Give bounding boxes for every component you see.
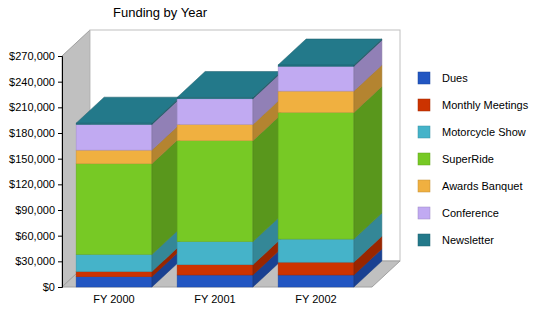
legend-item: SuperRide [418, 153, 494, 165]
legend-label: Newsletter [442, 234, 494, 246]
y-tick-mark [58, 133, 62, 134]
y-tick-mark [58, 261, 62, 262]
legend-label: Awards Banquet [442, 180, 523, 192]
y-tick: $150,000 [9, 153, 62, 165]
bar-segment [76, 254, 152, 271]
y-tick-mark [58, 210, 62, 211]
y-tick: $180,000 [9, 127, 62, 139]
bar-segment [177, 265, 253, 275]
bar-top [278, 39, 382, 65]
bar-stack [177, 71, 281, 287]
x-axis: FY 2000 FY 2001 FY 2002 [93, 293, 336, 305]
y-tick: $270,000 [9, 50, 62, 62]
y-tick-mark [58, 287, 62, 288]
y-tick-mark [58, 56, 62, 57]
y-tick-label: $90,000 [15, 204, 55, 216]
y-tick-mark [58, 159, 62, 160]
legend-item: Motorcycle Show [418, 126, 526, 138]
legend-label: Dues [442, 72, 468, 84]
bar-segment [76, 277, 152, 287]
legend: Dues Monthly Meetings Motorcycle Show Super… [418, 72, 529, 246]
x-tick: FY 2001 [194, 293, 235, 305]
x-tick-label: FY 2002 [295, 293, 336, 305]
y-tick: $30,000 [15, 255, 62, 267]
legend-swatch [418, 234, 430, 246]
legend-item: Monthly Meetings [418, 99, 529, 111]
bar-segment [177, 275, 253, 287]
y-tick-label: $30,000 [15, 255, 55, 267]
bar-top [76, 97, 180, 123]
bar-segment [76, 150, 152, 164]
legend-swatch [418, 126, 430, 138]
y-tick: $240,000 [9, 76, 62, 88]
y-tick: $210,000 [9, 101, 62, 113]
y-tick-label: $270,000 [9, 50, 55, 62]
bar-segment [76, 272, 152, 277]
y-tick-mark [58, 184, 62, 185]
y-tick-label: $180,000 [9, 127, 55, 139]
legend-swatch [418, 153, 430, 165]
bar-segment [177, 141, 253, 242]
y-tick-label: $240,000 [9, 76, 55, 88]
bar-segment [278, 262, 354, 275]
y-tick-mark [58, 82, 62, 83]
legend-label: Monthly Meetings [442, 99, 529, 111]
bar-top [177, 71, 281, 97]
y-tick-label: $120,000 [9, 178, 55, 190]
chart: $0 $30,000 $60,000 $90,000 $120,000 $150,000 $… [0, 0, 550, 318]
bar-side [354, 86, 382, 239]
legend-label: Conference [442, 207, 499, 219]
bar-stack [278, 39, 382, 287]
bar-segment [177, 124, 253, 140]
legend-label: Motorcycle Show [442, 126, 526, 138]
legend-item: Conference [418, 207, 499, 219]
y-tick-label: $210,000 [9, 101, 55, 113]
bar-segment [278, 91, 354, 112]
legend-label: SuperRide [442, 153, 494, 165]
bars [76, 39, 382, 287]
x-tick: FY 2002 [295, 293, 336, 305]
bar-segment [278, 239, 354, 262]
legend-swatch [418, 72, 430, 84]
legend-item: Newsletter [418, 234, 494, 246]
bar-segment [278, 275, 354, 287]
legend-swatch [418, 207, 430, 219]
x-tick-label: FY 2000 [93, 293, 134, 305]
y-tick-label: $60,000 [15, 230, 55, 242]
legend-item: Dues [418, 72, 468, 84]
bar-stack [76, 97, 180, 287]
bar-segment [177, 242, 253, 265]
y-tick-mark [58, 236, 62, 237]
bar-segment [278, 66, 354, 91]
y-tick-label: $0 [43, 281, 55, 293]
x-tick: FY 2000 [93, 293, 134, 305]
y-tick: $60,000 [15, 230, 62, 242]
legend-swatch [418, 99, 430, 111]
y-tick: $120,000 [9, 178, 62, 190]
chart-title: Funding by Year [113, 5, 208, 20]
x-tick-label: FY 2001 [194, 293, 235, 305]
bar-segment [278, 112, 354, 239]
y-tick: $0 [43, 281, 62, 293]
y-tick: $90,000 [15, 204, 62, 216]
legend-item: Awards Banquet [418, 180, 523, 192]
y-tick-label: $150,000 [9, 153, 55, 165]
y-axis: $0 $30,000 $60,000 $90,000 $120,000 $150,000 $… [9, 50, 62, 293]
bar-segment [76, 124, 152, 150]
bar-segment [177, 99, 253, 125]
y-tick-mark [58, 107, 62, 108]
bar-segment [76, 164, 152, 255]
legend-swatch [418, 180, 430, 192]
y-axis-line [58, 57, 63, 288]
